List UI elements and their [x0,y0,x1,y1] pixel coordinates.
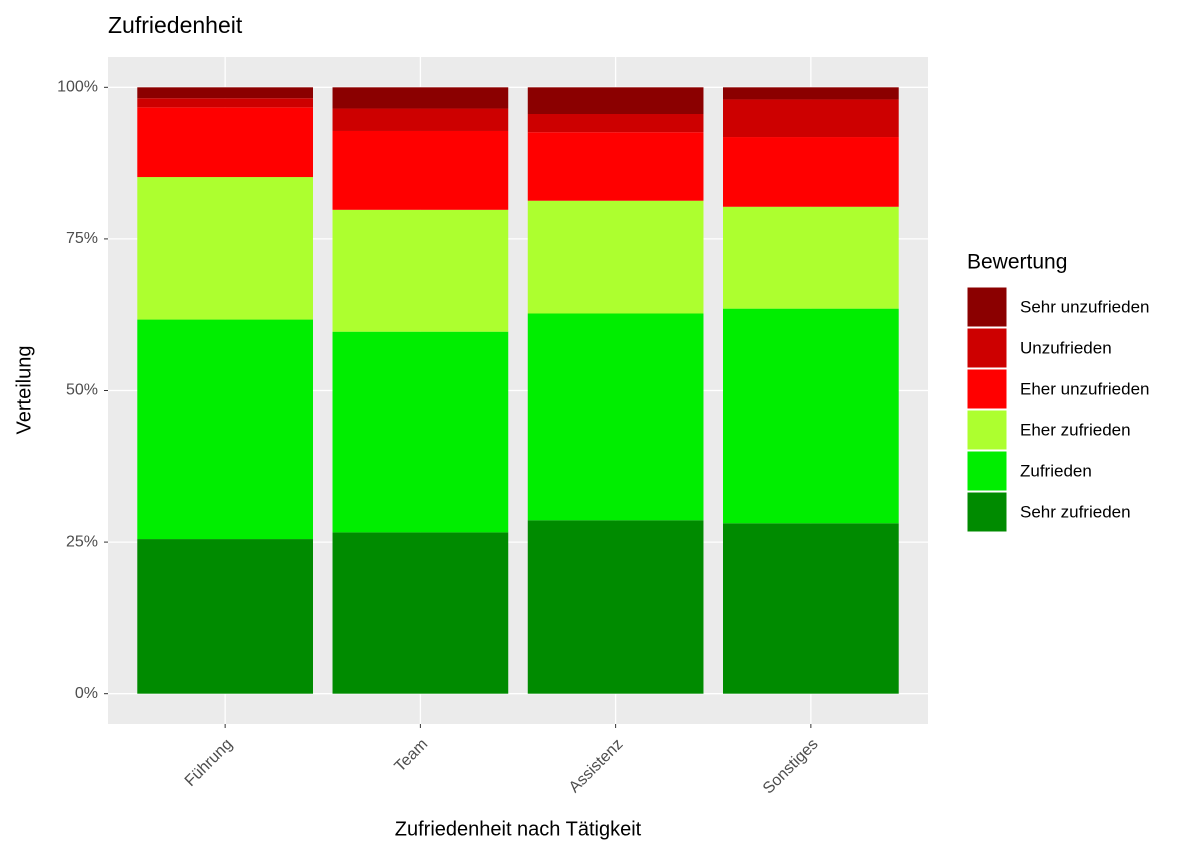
bar-segment [723,87,899,100]
bar-segment [137,87,313,99]
x-tick-label: Assistenz [566,736,626,796]
bar-segment [527,313,704,521]
bar-segment [332,108,509,131]
bar-segment [332,87,509,109]
y-tick-label: 100% [57,79,98,96]
bar-segment [137,319,313,540]
bar-segment [527,113,704,133]
y-tick-label: 50% [66,382,98,399]
legend-label: Sehr unzufrieden [1020,297,1149,316]
chart-title: Zufriedenheit [108,12,243,38]
bar-segment [332,331,509,533]
y-tick-label: 25% [66,533,98,550]
bar-segment [137,98,313,108]
bar-segment [723,308,899,524]
legend-key [966,327,1008,369]
bar-segment [137,177,313,320]
bar-segment [332,532,509,694]
x-tick-label: Sonstiges [760,736,822,798]
bar-segment [137,539,313,694]
bar-segment [137,107,313,178]
legend-label: Eher unzufrieden [1020,379,1149,398]
y-tick-label: 75% [66,230,98,247]
x-axis-label: Zufriedenheit nach Tätigkeit [395,818,642,840]
legend-key [966,368,1008,410]
x-tick-label: Führung [182,736,236,790]
legend-label: Unzufrieden [1020,338,1112,357]
legend-key [966,286,1008,328]
bar-segment [527,520,704,694]
y-axis-label: Verteilung [13,346,35,435]
bar-segment [332,130,509,210]
legend-label: Eher zufrieden [1020,420,1131,439]
legend-key [966,409,1008,451]
legend-key [966,450,1008,492]
legend-label: Zufrieden [1020,461,1092,480]
bar-segment [527,200,704,314]
bar-segment [527,132,704,201]
legend-key [966,491,1008,533]
x-tick-label: Team [392,736,432,776]
legend-label: Sehr zufrieden [1020,502,1131,521]
bar-segment [332,209,509,332]
bar-segment [723,523,899,694]
bar-segment [527,87,704,114]
y-tick-label: 0% [75,685,98,702]
bar-segment [723,206,899,309]
bar-segment [723,137,899,207]
legend-title: Bewertung [967,251,1067,274]
bar-segment [723,99,899,138]
